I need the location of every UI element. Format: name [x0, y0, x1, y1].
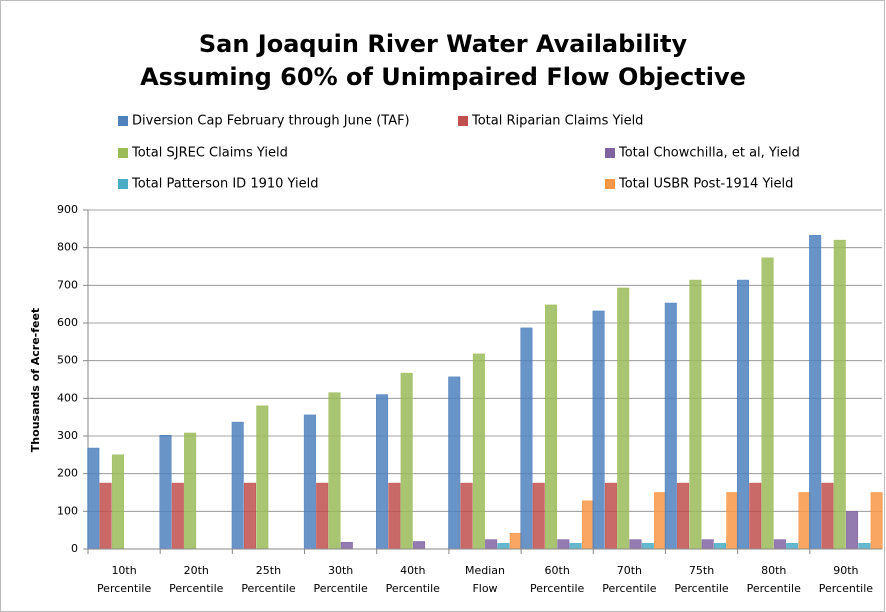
bar [557, 539, 570, 550]
x-tick-label: Median Flow [465, 564, 505, 595]
bar [412, 541, 425, 550]
x-tick-label: 25th Percentile [241, 564, 296, 595]
legend-swatch [605, 148, 615, 158]
x-tick-label: 90th Percentile [819, 564, 874, 595]
bar [736, 279, 749, 550]
bar [448, 376, 461, 550]
y-tick-label: 900 [57, 203, 78, 216]
bar [677, 482, 690, 550]
y-axis-label: Thousands of Acre-feet [29, 308, 42, 452]
legend-swatch [118, 148, 128, 158]
y-tick-label: 700 [57, 278, 78, 291]
legend-swatch [118, 116, 128, 126]
y-tick-label: 200 [57, 467, 78, 480]
bar [581, 500, 594, 550]
bar [701, 539, 714, 550]
bar [340, 541, 353, 550]
bar [111, 454, 124, 550]
y-tick-label: 400 [57, 391, 78, 404]
bar [713, 543, 726, 550]
x-tick-label: 70th Percentile [602, 564, 657, 595]
bar [99, 482, 112, 550]
y-tick-label: 0 [71, 542, 78, 555]
bar [786, 543, 799, 550]
chart-title: Assuming 60% of Unimpaired Flow Objectiv… [140, 63, 746, 91]
bar [184, 432, 197, 550]
bar [821, 482, 834, 550]
bar [472, 353, 485, 550]
legend-label: Total USBR Post-1914 Yield [618, 177, 793, 192]
bar [870, 492, 883, 550]
legend-label: Total Chowchilla, et al, Yield [618, 146, 800, 161]
bar [604, 482, 617, 550]
legend-label: Total Riparian Claims Yield [471, 114, 643, 129]
bar [244, 482, 257, 550]
bar [664, 302, 677, 550]
y-tick-label: 600 [57, 316, 78, 329]
bar [846, 511, 859, 550]
bar [617, 287, 630, 550]
bar [809, 234, 822, 550]
bar [388, 482, 401, 550]
legend-label: Total SJREC Claims Yield [131, 146, 288, 161]
bar [592, 310, 605, 550]
bar [497, 543, 510, 550]
bar [231, 421, 244, 550]
bar [328, 392, 341, 550]
legend-swatch [118, 179, 128, 189]
bar [520, 327, 533, 550]
bar [858, 543, 871, 550]
bar [833, 239, 846, 550]
y-tick-label: 300 [57, 429, 78, 442]
bar [532, 482, 545, 550]
bar [171, 482, 184, 550]
bar [460, 482, 473, 550]
bar [509, 532, 522, 550]
legend-label: Diversion Cap February through June (TAF… [132, 114, 410, 129]
bar [798, 492, 811, 550]
chart-title: San Joaquin River Water Availability [199, 30, 688, 58]
bar [761, 257, 774, 550]
bar [87, 447, 100, 550]
x-tick-label: 10th Percentile [97, 564, 152, 595]
legend-swatch [605, 179, 615, 189]
bar [726, 492, 739, 550]
bar [159, 434, 172, 550]
bar [749, 482, 762, 550]
bar [376, 394, 389, 550]
bar [689, 279, 702, 550]
bar [569, 543, 582, 550]
x-tick-label: 60th Percentile [530, 564, 585, 595]
bar [641, 543, 654, 550]
x-tick-label: 40th Percentile [386, 564, 441, 595]
y-tick-label: 800 [57, 241, 78, 254]
legend-label: Total Patterson ID 1910 Yield [131, 177, 319, 192]
x-tick-label: 75th Percentile [674, 564, 729, 595]
bar [256, 405, 269, 550]
bar [400, 372, 413, 550]
x-tick-label: 80th Percentile [747, 564, 802, 595]
x-tick-label: 20th Percentile [169, 564, 224, 595]
bar [303, 414, 316, 550]
bar [654, 492, 667, 550]
x-tick-label: 30th Percentile [313, 564, 368, 595]
bar [316, 482, 329, 550]
legend-swatch [458, 116, 468, 126]
bar [773, 539, 786, 550]
bar [485, 539, 498, 550]
bar [629, 539, 642, 550]
bar [545, 304, 558, 550]
y-tick-label: 100 [57, 504, 78, 517]
y-tick-label: 500 [57, 354, 78, 367]
